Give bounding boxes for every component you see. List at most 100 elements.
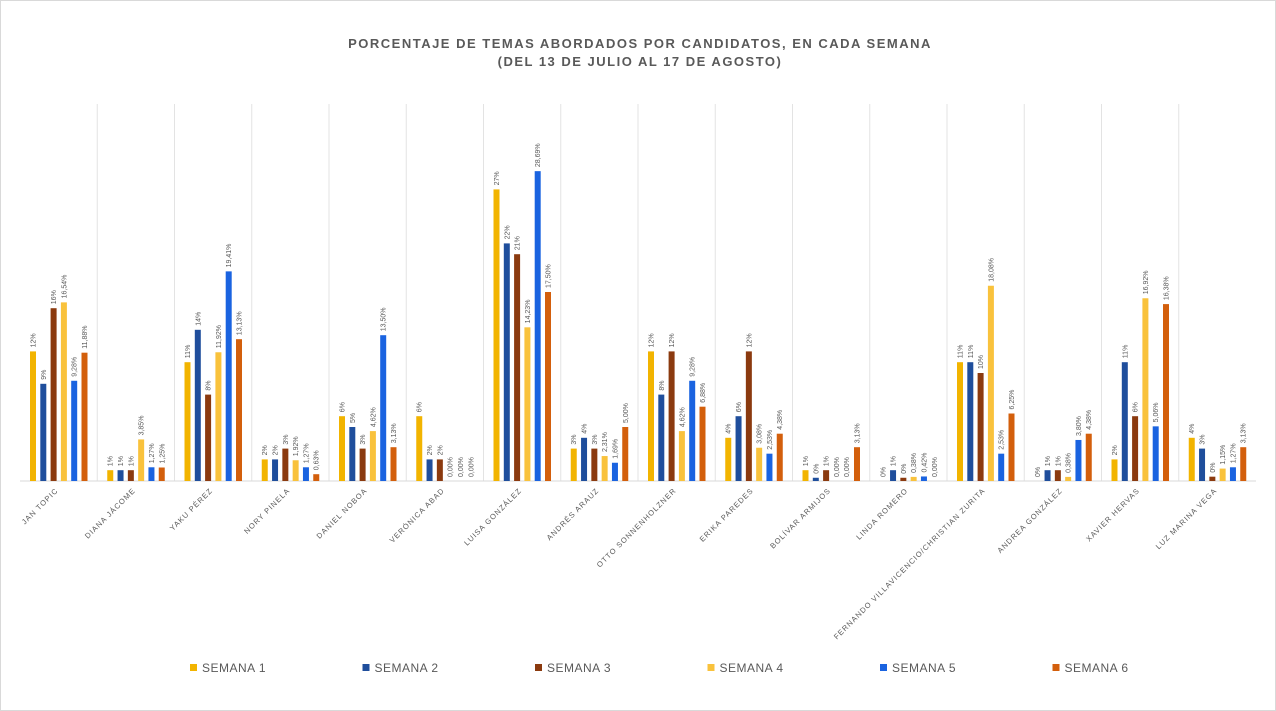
bar [534,171,541,481]
bar [148,467,155,481]
value-label: 3% [283,434,290,444]
value-label: 0% [813,464,820,474]
bar [920,476,927,481]
value-label: 13,13% [237,311,244,335]
value-label: 4% [582,424,589,434]
value-label: 0,00% [834,457,841,477]
value-label: 1,92% [293,436,300,456]
value-label: 2,53% [999,430,1006,450]
bar [1121,362,1128,481]
bar [1075,439,1082,481]
bar [1219,468,1226,481]
value-label: 3,80% [1076,416,1083,436]
bar [236,339,242,481]
value-label: 3% [1200,434,1207,444]
value-label: 14,23% [525,300,532,324]
bar [998,453,1005,481]
bar [545,292,551,481]
value-label: 27% [494,171,501,185]
value-label: 1% [1045,456,1052,466]
bar [957,362,963,481]
value-label: 4,62% [679,407,686,427]
value-label: 3% [571,434,578,444]
bar [668,351,675,481]
bar [514,254,521,481]
value-label: 0% [880,467,887,477]
bar [71,380,78,481]
bar [369,431,376,481]
bar [900,477,907,481]
value-label: 0% [1210,463,1217,473]
bar [977,373,984,481]
legend-swatch [707,664,715,671]
value-label: 12% [746,333,753,347]
value-label: 0,38% [1066,453,1073,473]
value-label: 9,28% [690,357,697,377]
bar [1008,413,1015,481]
value-label: 0,42% [921,453,928,473]
bar [339,416,345,481]
value-label: 6% [417,402,424,412]
value-label: 8% [206,380,213,390]
bar [910,476,917,481]
value-label: 1,25% [159,444,166,464]
bar [611,462,618,481]
value-label: 11% [185,345,192,359]
bar [184,362,191,481]
value-label: 11% [968,345,975,359]
bar [282,448,289,481]
value-label: 1% [824,456,831,466]
bar [1209,476,1216,481]
bar [50,308,57,481]
value-label: 18,08% [988,258,995,282]
value-label: 16,54% [61,275,68,299]
value-label: 0,00% [468,457,475,477]
value-label: 1% [128,456,135,466]
bar [194,329,201,481]
value-label: 16,92% [1143,271,1150,295]
bar [1199,448,1206,481]
value-label: 1,27% [149,443,156,463]
bar [1044,470,1051,481]
value-label: 3,13% [391,423,398,443]
value-label: 1,15% [1220,445,1227,465]
value-label: 0% [901,464,908,474]
value-label: 2% [437,445,444,455]
value-label: 5,00% [623,403,630,423]
value-label: 12% [31,333,38,347]
value-label: 12% [669,333,676,347]
value-label: 8% [659,380,666,390]
value-label: 6% [1133,402,1140,412]
value-label: 11,88% [82,325,89,348]
bar [225,271,232,481]
value-label: 0,63% [314,450,321,470]
value-label: 4% [1189,424,1196,434]
chart-title: PORCENTAJE DE TEMAS ABORDADOS POR CANDID… [348,36,932,51]
bar [745,351,752,481]
legend-swatch [535,664,542,671]
legend-label: SEMANA 2 [375,661,439,675]
bar [854,447,860,481]
value-label: 5% [350,413,357,423]
bar [812,477,819,481]
value-label: 3,08% [757,424,764,444]
value-label: 1% [108,456,115,466]
bar [380,335,387,481]
value-label: 0,00% [458,457,465,477]
bar [823,470,830,481]
value-label: 6% [340,402,347,412]
bar [426,459,433,481]
bar [1054,470,1061,481]
bar [1229,467,1236,481]
legend-label: SEMANA 5 [892,661,956,675]
value-label: 0,38% [911,453,918,473]
value-label: 1% [803,456,810,466]
legend-label: SEMANA 3 [547,661,611,675]
bar [107,470,114,481]
value-label: 21% [515,236,522,250]
value-label: 2,53% [767,430,774,450]
bar [678,431,685,481]
bar [890,470,897,481]
bar [725,437,732,481]
value-label: 11% [958,345,965,359]
